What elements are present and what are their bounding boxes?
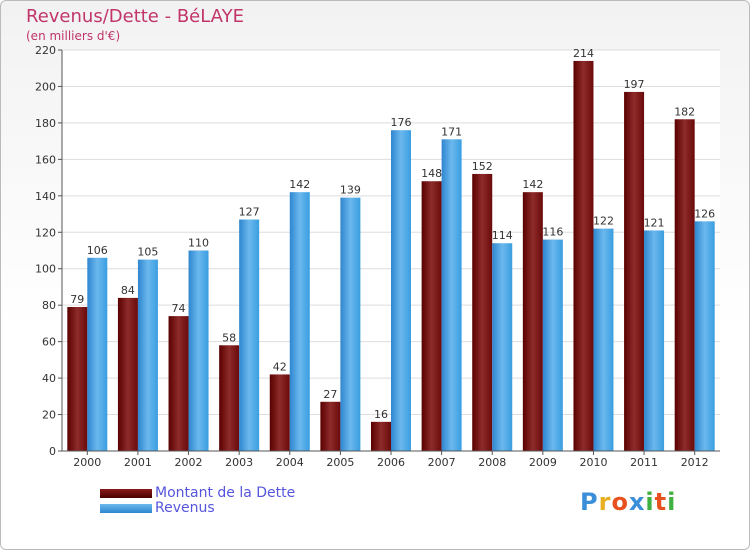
legend-label-revenue: Revenus [155,500,215,516]
x-tick-label: 2011 [630,456,658,469]
data-label: 110 [188,237,209,250]
data-label: 148 [421,167,442,180]
bar-revenue [644,230,665,451]
bar-revenue [188,250,209,451]
bar-revenue [593,228,614,451]
data-label: 27 [323,388,337,401]
x-tick-label: 2004 [276,456,304,469]
bar-debt [573,60,594,451]
legend-swatch-revenue [100,504,152,513]
data-label: 142 [289,178,310,191]
logo-letter: x [628,488,646,516]
legend-swatch-debt [100,489,152,498]
x-tick-label: 2003 [225,456,253,469]
data-label: 16 [374,408,388,421]
x-tick-label: 2001 [124,456,152,469]
bar-debt [320,401,341,451]
y-tick-label: 120 [35,226,56,239]
chart-title: Revenus/Dette - BéLAYE [26,6,244,27]
y-tick-label: 0 [49,445,56,458]
chart-subtitle: (en milliers d'€) [26,29,121,43]
bar-revenue [391,130,411,451]
bar-debt [168,316,189,451]
bar-revenue [87,257,108,451]
bar-debt [219,345,240,451]
data-label: 152 [472,160,493,173]
x-tick-label: 2008 [478,456,506,469]
y-tick-label: 180 [35,117,56,130]
bar-debt [117,297,138,451]
bar-revenue [289,192,310,451]
data-label: 42 [273,360,287,373]
data-label: 214 [573,47,594,60]
logo-letter: i [645,488,655,516]
axes: 0 20 40 60 80 100 120 140 160 180 200 220 2000 2001 20… [35,44,720,469]
bar-debt [371,421,391,451]
y-tick-label: 40 [42,372,56,385]
bar-revenue [441,139,462,451]
data-label: 142 [522,178,543,191]
data-label: 105 [137,246,158,259]
proxiti-logo: Proxiti [580,488,676,516]
y-tick-label: 140 [35,190,56,203]
y-tick-label: 60 [42,336,56,349]
x-tick-label: 2006 [377,456,405,469]
logo-letter: t [654,488,668,516]
logo-letter: r [598,488,612,516]
x-tick-label: 2012 [681,456,709,469]
data-label: 176 [391,116,412,129]
legend-label-debt: Montant de la Dette [155,485,296,501]
bar-debt [624,91,645,451]
data-label: 84 [121,284,135,297]
data-label: 106 [87,244,108,257]
y-tick-label: 200 [35,80,56,93]
logo-letter: o [611,488,629,516]
x-tick-label: 2009 [529,456,557,469]
bar-revenue [239,219,260,451]
logo-letter: i [667,488,677,516]
data-label: 139 [340,184,361,197]
x-tick-label: 2005 [326,456,354,469]
y-tick-label: 220 [35,44,56,57]
bars [67,60,715,452]
data-label: 171 [441,125,462,138]
data-label: 74 [172,302,186,315]
y-tick-label: 100 [35,263,56,276]
data-label: 121 [644,216,665,229]
x-tick-label: 2000 [73,456,101,469]
bar-revenue [694,221,715,451]
data-label: 116 [542,226,563,239]
logo-letter: P [580,488,599,516]
x-tick-label: 2010 [579,456,607,469]
data-label: 197 [624,78,645,91]
data-label: 127 [239,206,260,219]
data-label: 182 [674,105,695,118]
bar-revenue [542,239,563,451]
bar-debt [421,181,442,451]
bar-revenue [137,259,158,451]
x-tick-label: 2007 [428,456,456,469]
data-label: 79 [70,293,84,306]
data-label: 122 [593,215,614,228]
x-tick-label: 2002 [175,456,203,469]
bar-debt [674,119,695,451]
bar-debt [472,173,493,452]
bar-debt [269,374,290,451]
y-tick-label: 80 [42,299,56,312]
data-label: 114 [492,229,513,242]
y-tick-label: 160 [35,153,56,166]
bar-revenue [340,197,361,451]
data-label: 126 [694,207,715,220]
bar-debt [522,192,543,451]
data-labels: 79 106 84 105 74 110 58 127 42 142 27 139 16 176 148 17… [70,47,715,421]
y-tick-label: 20 [42,409,56,422]
bar-revenue [492,243,513,451]
data-label: 58 [222,331,236,344]
bar-debt [67,307,88,451]
